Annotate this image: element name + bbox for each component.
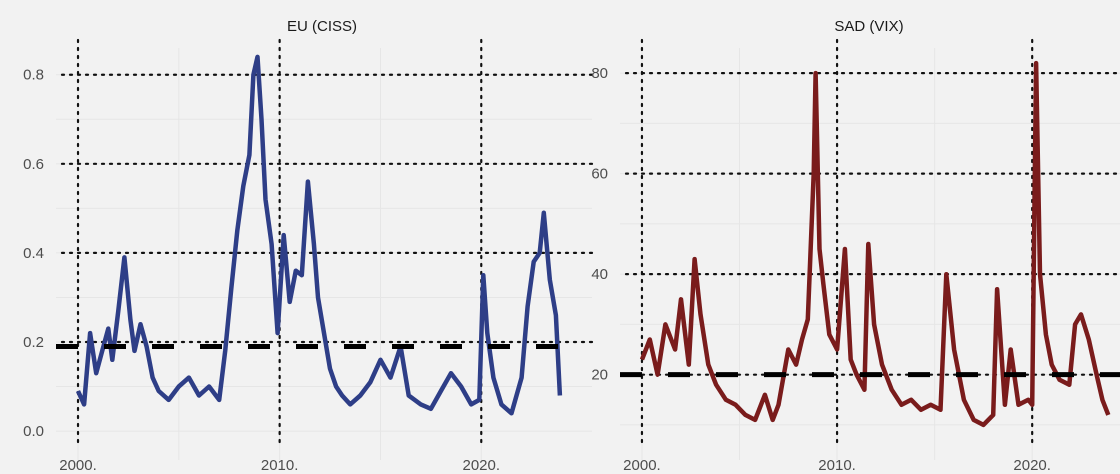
x-tick-label: 2000. — [59, 457, 97, 474]
y-tick-label: 0.4 — [23, 245, 44, 262]
x-tick-label: 2020. — [1013, 457, 1051, 474]
panel-sad-vix: SAD (VIX) 20 40 60 80 2000. 2010. 2020. — [591, 18, 1120, 474]
y-tick-label: 40 — [591, 266, 608, 283]
x-tick-label: 2000. — [623, 457, 661, 474]
x-tick-label: 2010. — [818, 457, 856, 474]
x-tick-label: 2010. — [261, 457, 299, 474]
chart-title: EU (CISS) — [287, 18, 357, 35]
y-tick-label: 0.0 — [23, 423, 44, 440]
y-tick-label: 0.6 — [23, 156, 44, 173]
x-tick-label: 2020. — [462, 457, 500, 474]
y-tick-label: 0.2 — [23, 334, 44, 351]
y-tick-label: 0.8 — [23, 67, 44, 84]
panel-eu-ciss: EU (CISS) 0.0 0.2 0.4 0.6 0.8 2000. 2010. 2020. — [23, 18, 594, 474]
series-line — [75, 54, 563, 416]
series-line — [639, 60, 1111, 428]
y-tick-label: 60 — [591, 166, 608, 183]
y-tick-label: 80 — [591, 65, 608, 82]
chart-title: SAD (VIX) — [834, 18, 903, 35]
y-tick-label: 20 — [591, 367, 608, 384]
